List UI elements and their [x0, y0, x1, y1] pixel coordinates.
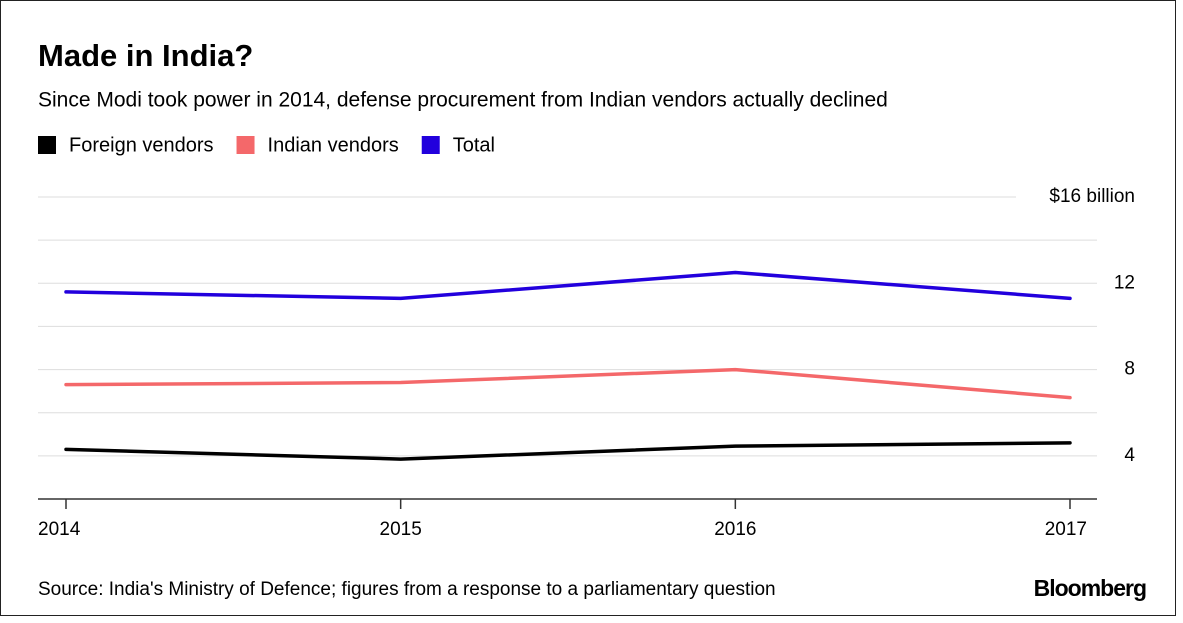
series-line	[64, 270, 1072, 301]
y-tick-label: $16 billion	[1049, 186, 1135, 207]
x-tick-label: 2016	[714, 519, 756, 540]
legend-swatch	[236, 136, 255, 154]
credit: Bloomberg	[1034, 575, 1146, 601]
x-tick-label: 2014	[38, 519, 81, 540]
legend-label: Indian vendors	[268, 134, 399, 156]
chart-title: Made in India?	[38, 38, 253, 73]
x-tick-label: 2015	[380, 519, 422, 540]
y-tick-label: 12	[1114, 272, 1135, 293]
y-tick-label: 8	[1124, 359, 1135, 380]
legend-label: Total	[453, 134, 495, 156]
legend-label: Foreign vendors	[69, 134, 214, 156]
y-tick-label: 4	[1124, 445, 1135, 466]
chart-subtitle: Since Modi took power in 2014, defense p…	[38, 89, 888, 112]
source: Source: India's Ministry of Defence; fig…	[38, 579, 776, 600]
series-line	[64, 441, 1072, 461]
series-line	[64, 367, 1072, 400]
legend-swatch	[38, 136, 56, 154]
x-tick-label: 2017	[1045, 519, 1087, 540]
legend-swatch	[421, 136, 440, 154]
